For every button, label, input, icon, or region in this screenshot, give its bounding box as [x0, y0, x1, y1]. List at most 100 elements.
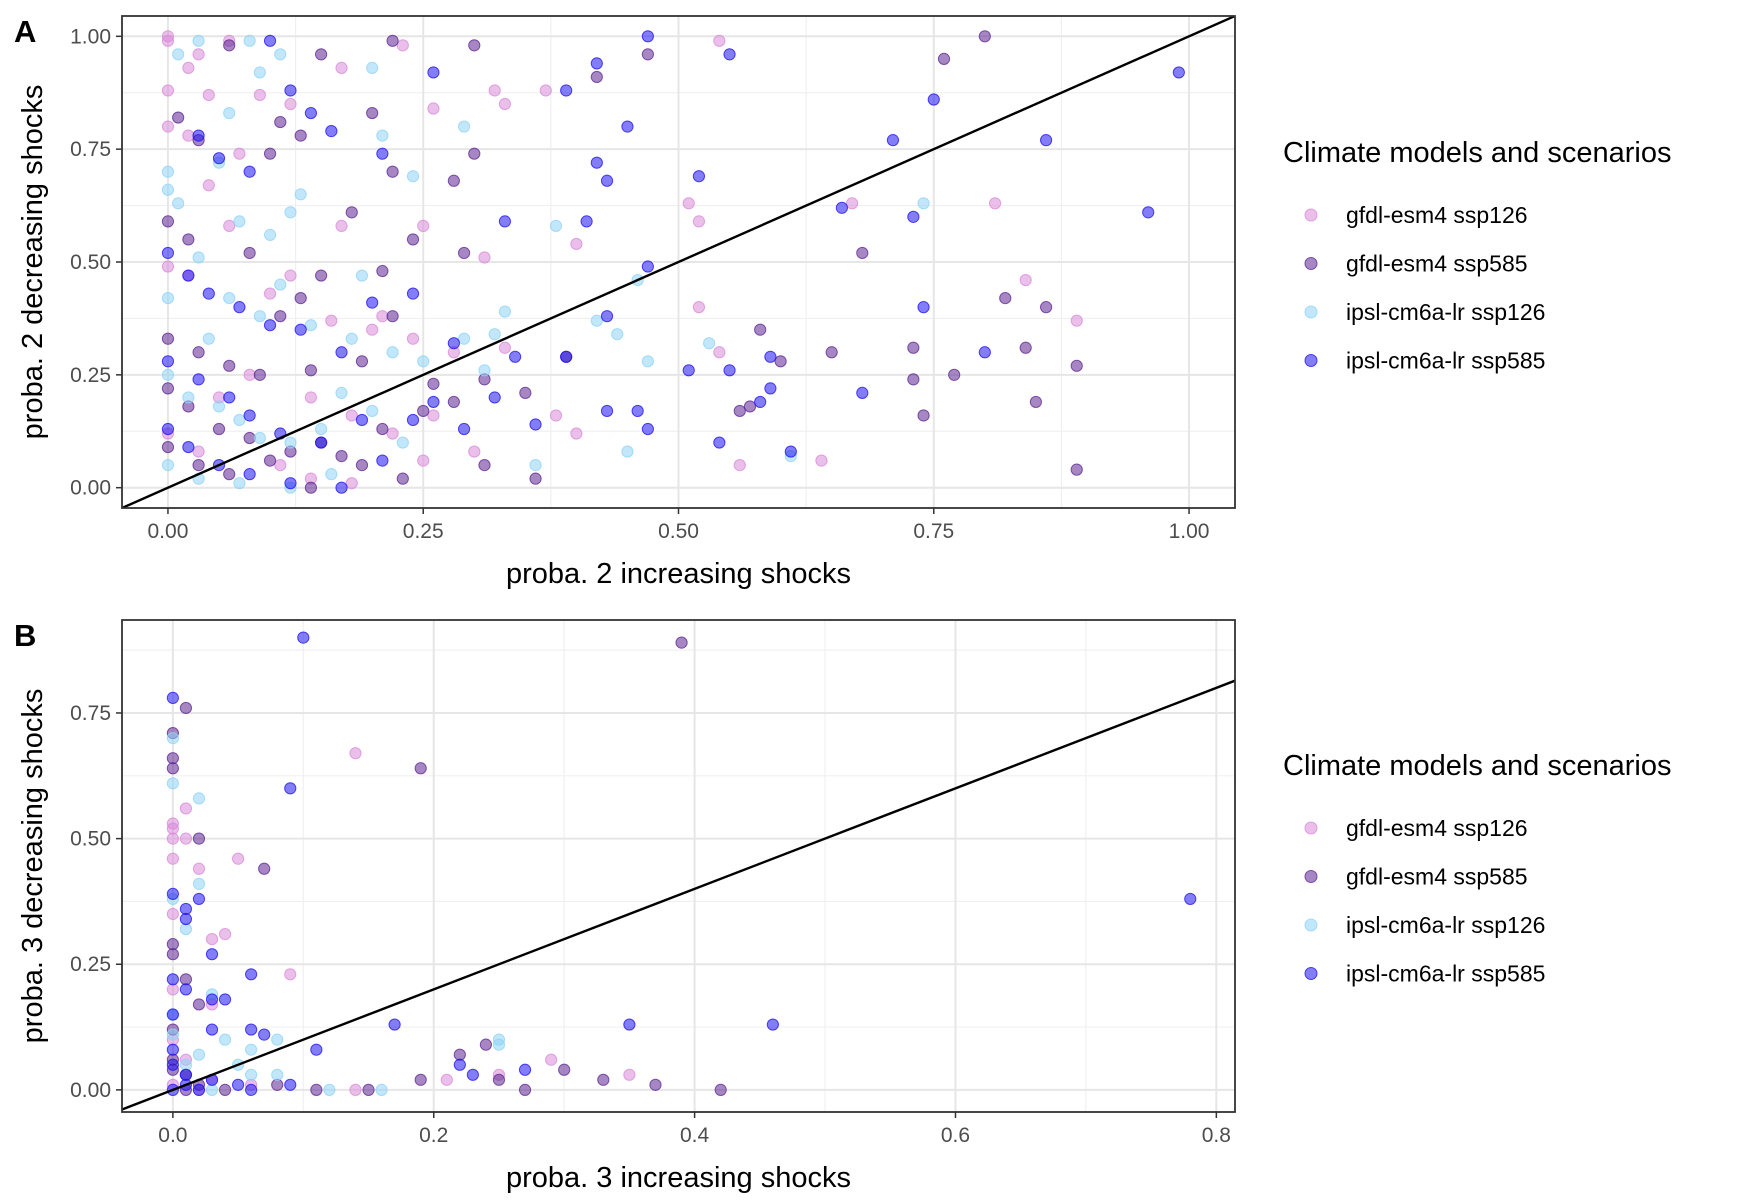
data-point: [376, 310, 389, 323]
data-point: [600, 174, 614, 187]
data-point: [1029, 395, 1042, 409]
data-point: [529, 459, 542, 472]
data-point: [179, 902, 193, 916]
data-point: [1172, 66, 1185, 79]
data-point: [375, 1083, 388, 1096]
data-point: [784, 445, 797, 458]
data-point: [310, 1043, 323, 1056]
data-point: [304, 106, 318, 120]
data-point: [192, 48, 205, 61]
data-layer: [122, 631, 1235, 1111]
data-point: [182, 61, 195, 75]
data-point: [570, 427, 583, 440]
y-tick-label: 0.50: [70, 251, 111, 274]
data-point: [414, 762, 427, 775]
data-point: [335, 346, 348, 359]
data-point: [386, 427, 399, 440]
data-point: [366, 296, 379, 309]
data-point: [396, 472, 409, 485]
data-point: [233, 413, 246, 427]
data-point: [253, 368, 266, 381]
data-point: [447, 174, 460, 187]
data-point: [245, 968, 258, 981]
data-point: [1039, 134, 1053, 147]
data-point: [192, 862, 206, 875]
data-point: [713, 34, 726, 47]
data-point: [192, 998, 206, 1011]
data-point: [376, 147, 389, 160]
data-point: [529, 472, 542, 485]
data-point: [713, 346, 726, 359]
data-point: [166, 973, 179, 986]
data-point: [218, 1083, 232, 1096]
data-point: [856, 246, 869, 260]
data-point: [233, 477, 246, 490]
data-point: [600, 404, 614, 418]
data-point: [325, 468, 338, 481]
data-point: [468, 39, 481, 52]
data-point: [304, 319, 318, 332]
data-point: [274, 310, 287, 323]
data-point: [988, 197, 1002, 210]
data-point: [703, 337, 716, 350]
data-point: [376, 264, 389, 278]
data-point: [366, 106, 379, 120]
data-point: [917, 301, 930, 314]
y-tick-label: 0.00: [70, 1079, 111, 1102]
data-point: [999, 292, 1012, 305]
data-point: [907, 373, 920, 386]
data-point: [179, 983, 193, 996]
data-point: [258, 862, 271, 875]
data-point: [258, 1028, 271, 1041]
data-point: [386, 165, 399, 178]
x-tick-label: 0.75: [913, 520, 954, 543]
y-tick-label: 0.25: [70, 953, 111, 976]
data-point: [284, 436, 297, 449]
data-point: [315, 48, 328, 61]
data-point: [325, 314, 338, 327]
data-point: [315, 422, 328, 436]
data-point: [205, 993, 219, 1006]
data-point: [202, 287, 215, 300]
data-point: [166, 983, 179, 996]
data-point: [723, 364, 736, 377]
data-point: [1142, 206, 1155, 219]
data-point: [498, 305, 512, 318]
data-point: [310, 1083, 323, 1096]
data-point: [218, 1033, 232, 1046]
data-point: [161, 215, 175, 228]
data-point: [774, 355, 787, 368]
data-point: [263, 454, 277, 467]
data-point: [166, 822, 179, 835]
data-point: [478, 459, 491, 472]
data-point: [166, 777, 179, 790]
data-point: [233, 147, 246, 160]
panel-B: 0.0 0.2 0.4 0.6 0.8 0.00 0.25 0.50 0.75 proba. 3 …: [14, 618, 1671, 1194]
data-point: [675, 636, 688, 649]
data-point: [274, 48, 287, 61]
data-point: [468, 445, 481, 458]
data-point: [274, 278, 287, 291]
data-point: [362, 1083, 375, 1096]
data-point: [519, 386, 532, 399]
data-point: [182, 440, 195, 454]
data-point: [345, 409, 358, 422]
data-point: [304, 391, 318, 404]
data-point: [457, 332, 471, 345]
data-point: [366, 61, 379, 75]
series-ipsl-cm6a-lr-ssp585: [166, 631, 1197, 1096]
data-point: [202, 179, 215, 192]
data-point: [1070, 359, 1083, 372]
data-point: [417, 454, 430, 467]
legend-label: ipsl-cm6a-lr ssp585: [1346, 961, 1545, 987]
data-point: [349, 747, 362, 760]
data-point: [243, 34, 256, 47]
data-point: [692, 170, 706, 183]
data-point: [192, 373, 205, 386]
data-point: [466, 1068, 479, 1081]
data-point: [488, 328, 501, 341]
y-tick-label: 0.25: [70, 364, 111, 387]
data-point: [692, 301, 706, 314]
data-point: [192, 34, 205, 47]
data-point: [692, 215, 706, 228]
